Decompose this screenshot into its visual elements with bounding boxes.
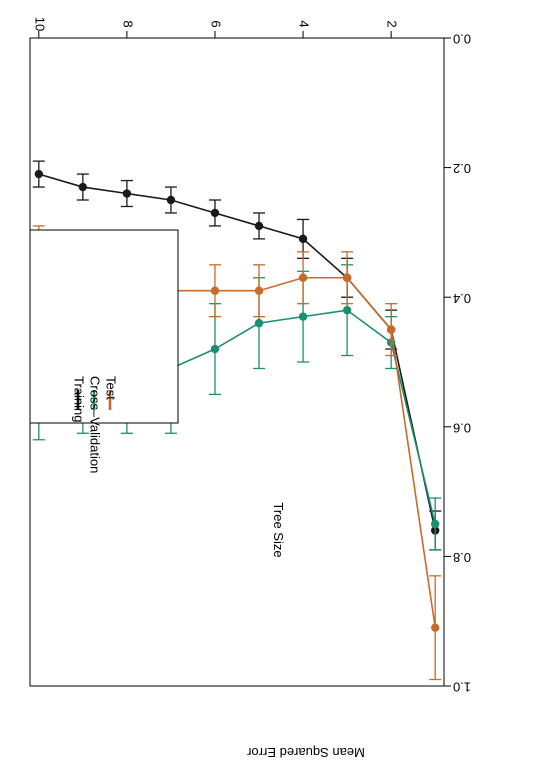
data-point xyxy=(254,318,264,328)
legend-label: Training xyxy=(72,376,87,422)
data-point xyxy=(210,344,220,354)
data-point xyxy=(34,169,44,179)
y-tick-label: 0.2 xyxy=(453,161,471,176)
legend-label: Test xyxy=(104,376,119,400)
data-point xyxy=(210,208,220,218)
data-point xyxy=(254,221,264,231)
y-axis: 0.0 0.2 0.4 0.6 0.8 1.0 xyxy=(444,32,471,695)
y-tick-label: 0.8 xyxy=(453,550,471,565)
y-tick-label: 1.0 xyxy=(453,680,471,695)
legend-item: Training xyxy=(72,376,87,422)
legend-box xyxy=(29,229,179,424)
data-point xyxy=(122,189,132,198)
data-point xyxy=(342,305,352,315)
x-tick-label: 2 xyxy=(385,20,400,27)
data-point xyxy=(210,286,220,295)
y-tick-label: 0.4 xyxy=(453,291,471,306)
x-tick-label: 4 xyxy=(297,20,312,27)
data-point xyxy=(430,519,440,529)
data-point xyxy=(298,273,308,282)
legend-item: Test xyxy=(104,376,119,410)
legend: Training Cross–Validation Test xyxy=(29,229,179,473)
x-tick-label: 10 xyxy=(32,17,47,31)
data-point xyxy=(298,234,308,244)
data-point xyxy=(430,623,440,632)
data-point xyxy=(298,312,308,321)
x-axis: 2 4 6 8 10 xyxy=(32,17,400,38)
data-point xyxy=(166,195,176,205)
legend-item: Cross–Validation xyxy=(88,376,103,473)
y-tick-label: 0.0 xyxy=(453,32,471,47)
y-tick-label: 0.6 xyxy=(453,420,471,435)
legend-label: Cross–Validation xyxy=(88,376,103,473)
data-point xyxy=(386,325,396,334)
data-point xyxy=(254,286,264,295)
y-axis-label: Mean Squared Error xyxy=(246,745,364,760)
x-tick-label: 6 xyxy=(209,20,224,27)
x-tick-label: 8 xyxy=(120,20,135,27)
data-point xyxy=(342,273,352,282)
data-point xyxy=(78,182,88,192)
x-axis-label: Tree Size xyxy=(271,502,286,557)
